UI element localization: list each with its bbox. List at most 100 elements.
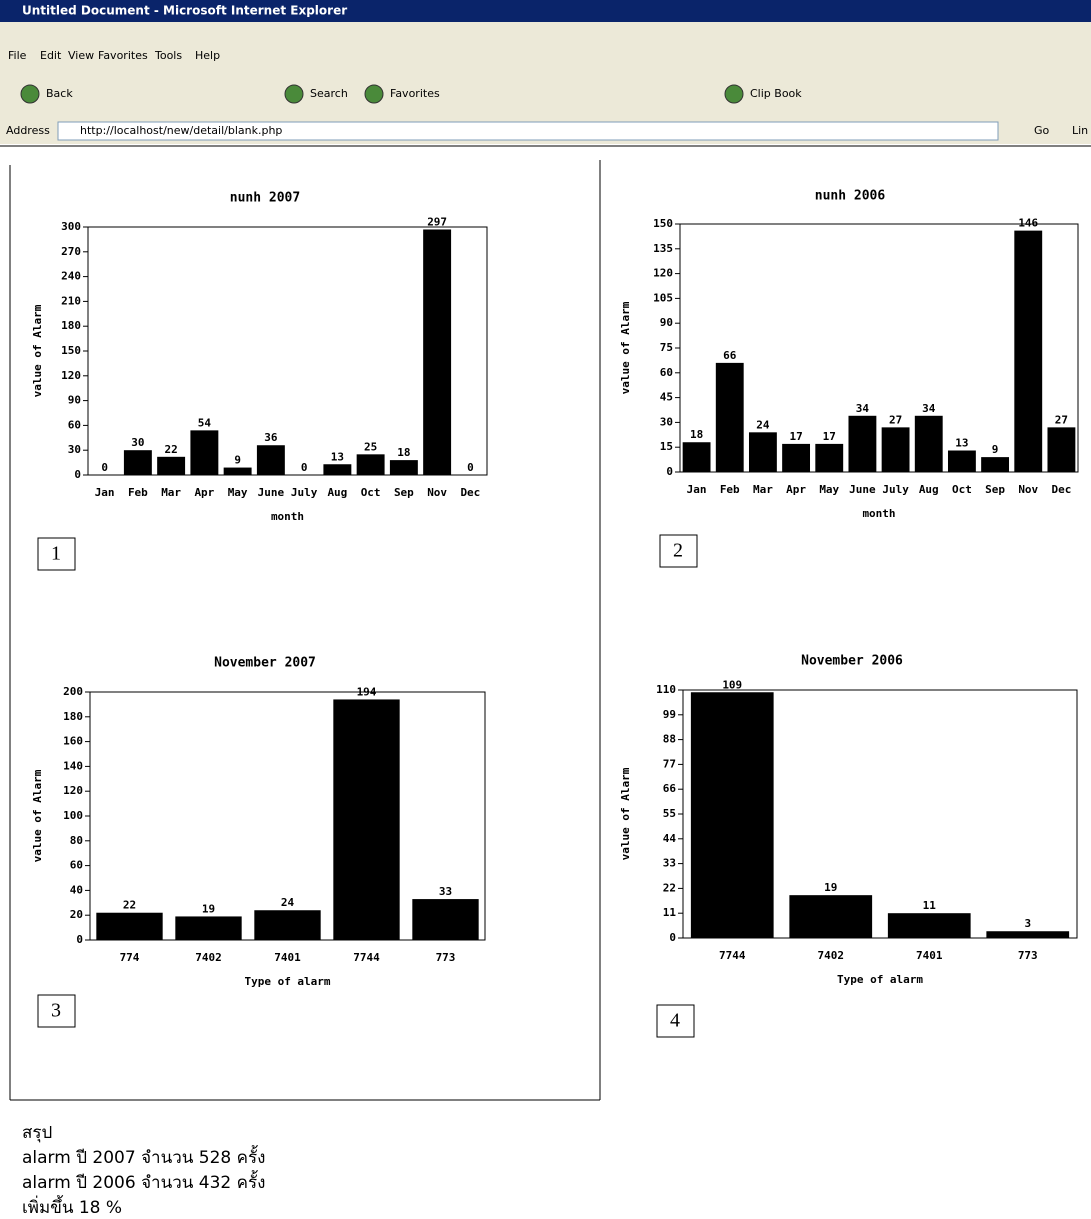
bar — [915, 416, 943, 472]
data-label: 33 — [439, 885, 452, 898]
bar — [789, 895, 872, 938]
x-tick-label: Mar — [161, 486, 181, 499]
bar — [333, 699, 399, 940]
y-tick-label: 30 — [68, 443, 81, 456]
y-tick-label: 22 — [663, 881, 676, 894]
y-tick-label: 120 — [653, 267, 673, 280]
y-tick-label: 110 — [656, 683, 676, 696]
x-tick-label: June — [258, 486, 285, 499]
data-label: 0 — [467, 461, 474, 474]
chart-title: November 2007 — [214, 656, 316, 671]
summary-line: สรุป — [22, 1123, 52, 1143]
x-tick-label: June — [849, 483, 876, 496]
chart-title: nunh 2006 — [815, 189, 886, 204]
summary-line: alarm ปี 2007 จำนวน 528 ครั้ง — [22, 1145, 265, 1168]
toolbar-button[interactable]: Search — [310, 87, 348, 100]
bar — [157, 457, 185, 475]
y-tick-label: 99 — [663, 708, 676, 721]
data-label: 34 — [856, 402, 870, 415]
data-label: 25 — [364, 440, 377, 453]
y-tick-label: 135 — [653, 242, 673, 255]
data-label: 19 — [202, 902, 215, 915]
bar — [1047, 427, 1075, 472]
panel-number: 4 — [670, 1010, 680, 1032]
menu-item[interactable]: Help — [195, 49, 220, 62]
bar — [716, 363, 744, 472]
data-label: 27 — [889, 413, 902, 426]
data-label: 27 — [1055, 413, 1068, 426]
toolbar-button[interactable]: Clip Book — [750, 87, 802, 100]
y-axis-label: value of Alarm — [619, 767, 632, 860]
menu-item[interactable]: Favorites — [98, 49, 148, 62]
bar — [882, 427, 910, 472]
y-tick-label: 180 — [63, 710, 83, 723]
x-tick-label: Nov — [427, 486, 447, 499]
toolbar-icon — [725, 85, 743, 103]
links[interactable]: Lin — [1072, 124, 1088, 137]
bar — [888, 913, 971, 938]
x-tick-label: 7401 — [916, 949, 943, 962]
y-tick-label: 210 — [61, 294, 81, 307]
y-tick-label: 180 — [61, 319, 81, 332]
bar — [254, 910, 320, 940]
menu-item[interactable]: Tools — [154, 49, 182, 62]
toolbar-button[interactable]: Back — [46, 87, 73, 100]
bar — [257, 445, 285, 475]
toolbar-button[interactable]: Favorites — [390, 87, 440, 100]
data-label: 9 — [992, 443, 999, 456]
x-tick-label: Oct — [361, 486, 381, 499]
y-tick-label: 77 — [663, 757, 676, 770]
y-tick-label: 100 — [63, 809, 83, 822]
x-tick-label: Feb — [128, 486, 148, 499]
x-axis-label: month — [862, 507, 895, 520]
y-tick-label: 105 — [653, 291, 673, 304]
bar — [357, 454, 385, 475]
x-tick-label: 7401 — [274, 951, 301, 964]
x-axis-label: Type of alarm — [244, 975, 330, 988]
data-label: 30 — [131, 436, 144, 449]
data-label: 22 — [165, 443, 178, 456]
data-label: 18 — [397, 446, 410, 459]
data-label: 19 — [824, 881, 837, 894]
data-label: 34 — [922, 402, 936, 415]
y-tick-label: 60 — [68, 418, 81, 431]
y-tick-label: 240 — [61, 270, 81, 283]
toolbar-icon — [365, 85, 383, 103]
y-tick-label: 55 — [663, 807, 676, 820]
summary-line: เพิ่มขึ้น 18 % — [22, 1195, 122, 1218]
data-label: 22 — [123, 899, 136, 912]
x-tick-label: 7402 — [195, 951, 222, 964]
x-tick-label: Oct — [952, 483, 972, 496]
y-tick-label: 150 — [653, 217, 673, 230]
go-button[interactable]: Go — [1034, 124, 1050, 137]
y-tick-label: 0 — [666, 465, 673, 478]
data-label: 66 — [723, 349, 737, 362]
x-tick-label: 7744 — [353, 951, 380, 964]
data-label: 18 — [690, 428, 703, 441]
bar — [683, 442, 711, 472]
bar — [390, 460, 418, 475]
menu-item[interactable]: File — [8, 49, 27, 62]
x-tick-label: Dec — [460, 486, 480, 499]
y-tick-label: 33 — [663, 857, 676, 870]
y-tick-label: 150 — [61, 344, 81, 357]
data-label: 297 — [427, 215, 447, 228]
y-tick-label: 44 — [663, 832, 677, 845]
y-tick-label: 88 — [663, 733, 676, 746]
data-label: 24 — [756, 418, 770, 431]
bar — [815, 444, 843, 472]
bar — [782, 444, 810, 472]
x-tick-label: Apr — [786, 483, 806, 496]
bar — [691, 692, 774, 938]
x-tick-label: 773 — [1018, 949, 1038, 962]
y-tick-label: 0 — [669, 931, 676, 944]
menu-item[interactable]: Edit — [40, 49, 62, 62]
data-label: 194 — [357, 685, 377, 698]
data-label: 109 — [722, 678, 742, 691]
y-tick-label: 0 — [74, 468, 81, 481]
toolbar-icon — [21, 85, 39, 103]
x-axis-label: month — [271, 510, 304, 523]
bar — [96, 913, 162, 940]
menu-item[interactable]: View — [68, 49, 94, 62]
bar — [749, 432, 777, 472]
